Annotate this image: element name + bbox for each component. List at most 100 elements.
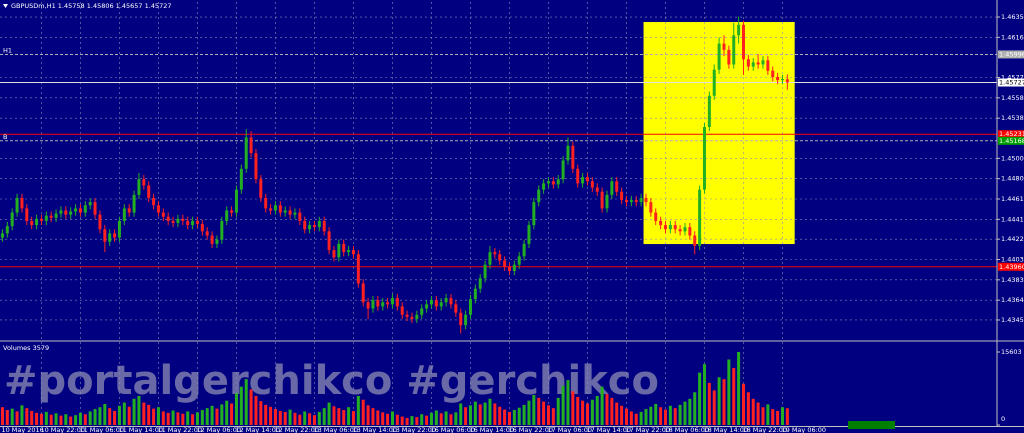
volume-bar	[654, 403, 658, 425]
volume-bar	[741, 383, 745, 425]
candle-body	[156, 205, 160, 213]
price-tag	[998, 130, 1024, 139]
candle-body	[312, 225, 316, 228]
candle-body	[605, 194, 609, 209]
volume-bar	[663, 409, 667, 425]
x-tick-label: 19 May 06:00	[781, 426, 826, 433]
candle-body	[488, 252, 492, 265]
volume-bar	[522, 404, 526, 425]
candle-body	[88, 202, 92, 206]
volume-bar	[546, 405, 550, 425]
candle-body	[337, 243, 341, 258]
x-tick-label: 16 May 14:00	[469, 426, 514, 433]
candle-body	[49, 215, 53, 218]
volume-bar	[693, 392, 697, 425]
candle-body	[181, 218, 185, 221]
candle-body	[693, 235, 697, 246]
volume-bar	[273, 409, 277, 425]
candle-body	[147, 185, 151, 198]
volume-bar	[551, 408, 555, 425]
volume-bar	[225, 400, 229, 425]
volume-bar	[517, 407, 521, 425]
volume-bar	[127, 406, 131, 425]
candle-body	[200, 224, 204, 232]
volume-bar	[59, 415, 63, 425]
level-name: B	[3, 133, 7, 141]
volume-bar	[230, 403, 234, 425]
volume-bar	[503, 409, 507, 425]
volume-bar	[464, 407, 468, 425]
candle-body	[785, 79, 789, 83]
candle-body	[717, 43, 721, 70]
volume-bar	[30, 410, 34, 425]
y-tick-label: 1.43450	[1001, 316, 1024, 324]
candle-body	[620, 191, 624, 201]
candle-body	[473, 288, 477, 300]
volume-bar	[468, 405, 472, 425]
volume-bar	[673, 408, 677, 425]
candle-body	[74, 208, 78, 212]
y-tick-label: 1.44805	[1001, 175, 1024, 183]
volume-bar	[366, 405, 370, 425]
x-tick-label: 17 May 22:00	[625, 426, 670, 433]
volume-bar	[751, 398, 755, 425]
candle-body	[39, 218, 43, 221]
volume-bar	[439, 413, 443, 425]
symbol-icon	[3, 4, 8, 8]
volume-bar	[35, 412, 39, 425]
candle-body	[283, 210, 287, 213]
candle-body	[595, 187, 599, 192]
volume-bar	[156, 407, 160, 425]
volume-bar	[122, 402, 126, 425]
x-tick-label: 10 May 2016	[1, 426, 43, 433]
candle-body	[712, 69, 716, 96]
x-tick-label: 13 May 14:00	[352, 426, 397, 433]
y-tick-label: 1.44415	[1001, 215, 1024, 223]
price-tag-label: 1.45231	[999, 130, 1024, 138]
candle-body	[464, 314, 468, 326]
y-tick-label: 1.45000	[1001, 154, 1024, 162]
candle-body	[639, 197, 643, 203]
volume-bar	[361, 399, 365, 425]
x-tick-label: 11 May 22:00	[157, 426, 202, 433]
candle-body	[561, 160, 565, 180]
volume-bar	[337, 408, 341, 425]
volume-bar	[5, 410, 9, 425]
candle-body	[624, 200, 628, 203]
candle-body	[410, 316, 414, 319]
volume-bar	[200, 410, 204, 425]
candle-body	[454, 304, 458, 313]
volume-bar	[571, 391, 575, 425]
candle-body	[702, 127, 706, 190]
volume-bar	[44, 411, 48, 425]
volume-bar	[717, 377, 721, 425]
volume-bar	[444, 411, 448, 425]
candle-body	[659, 220, 663, 226]
candle-body	[581, 177, 585, 184]
volume-bar	[780, 407, 784, 425]
volume-bar	[620, 405, 624, 425]
candle-body	[678, 229, 682, 232]
volume-bar	[137, 395, 141, 425]
volume-bar	[176, 412, 180, 425]
candle-body	[571, 145, 575, 169]
candle-body	[317, 220, 321, 228]
volume-bar	[454, 412, 458, 425]
volume-bar	[152, 408, 156, 425]
candle-body	[122, 208, 126, 221]
candle-body	[459, 312, 463, 326]
candle-body	[171, 220, 175, 223]
volume-bar	[322, 408, 326, 425]
candle-body	[259, 179, 263, 198]
volume-bar	[420, 414, 424, 425]
x-tick-label: 11 May 14:00	[118, 426, 163, 433]
candle-body	[59, 210, 63, 214]
volume-bar	[532, 395, 536, 425]
candle-body	[108, 233, 112, 242]
volume-bar	[590, 399, 594, 425]
candle-body	[771, 70, 775, 77]
volume-bar	[0, 407, 4, 425]
candle-body	[420, 308, 424, 315]
candle-body	[225, 210, 229, 221]
